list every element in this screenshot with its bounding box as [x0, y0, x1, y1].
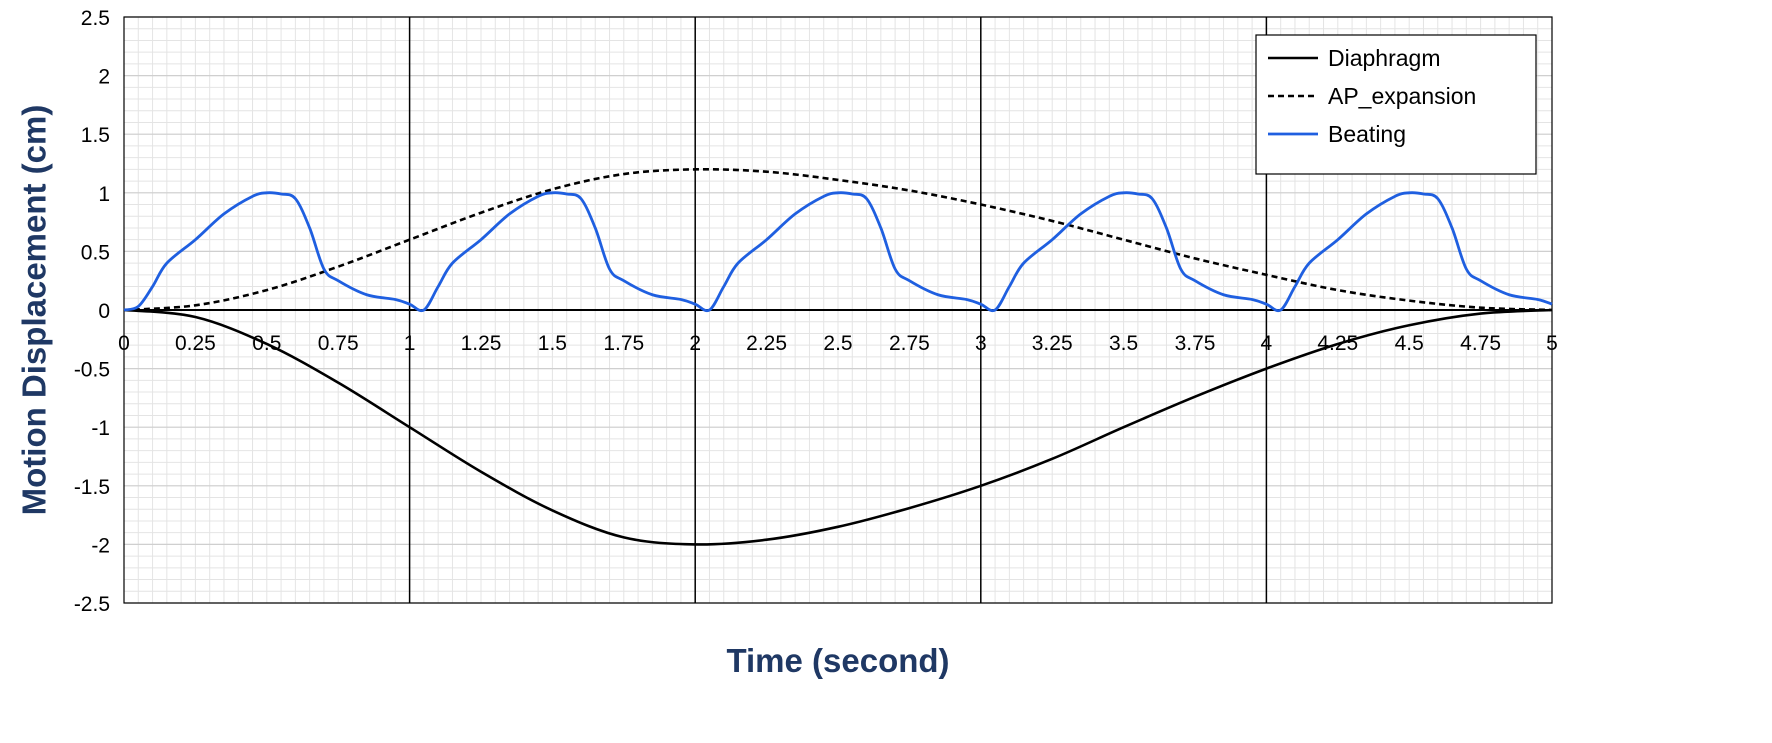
y-axis-title: Motion Displacement (cm)	[16, 105, 53, 516]
x-tick-label: 1	[404, 332, 416, 355]
x-tick-label: 3.75	[1175, 332, 1216, 355]
y-tick-label: 1.5	[81, 124, 110, 147]
x-tick-label: 0.25	[175, 332, 216, 355]
y-tick-label: -2	[91, 534, 110, 557]
x-tick-label: 0.5	[252, 332, 281, 355]
legend-label-diaphragm: Diaphragm	[1328, 45, 1441, 71]
x-tick-label: 1.25	[461, 332, 502, 355]
x-tick-label: 2.75	[889, 332, 930, 355]
x-tick-label: 2.5	[823, 332, 852, 355]
y-tick-label: 0.5	[81, 241, 110, 264]
y-tick-label: -2.5	[74, 593, 110, 616]
x-tick-labels: 0 0.25 0.5 0.75 1 1.25 1.5 1.75 2 2.25 2.5 2.75 3 3.2…	[118, 332, 1558, 355]
x-tick-label: 3	[975, 332, 987, 355]
y-tick-label: 2.5	[81, 7, 110, 30]
x-tick-label: 0	[118, 332, 130, 355]
y-tick-label: -0.5	[74, 359, 110, 382]
x-tick-label: 4.75	[1460, 332, 1501, 355]
x-tick-label: 0.75	[318, 332, 359, 355]
y-tick-label: 0	[98, 300, 110, 323]
series-line-ap-expansion	[123, 167, 1553, 312]
x-tick-label: 3.5	[1109, 332, 1138, 355]
x-tick-label: 2.25	[746, 332, 787, 355]
y-tick-label: -1.5	[74, 476, 110, 499]
y-tick-label: 1	[98, 183, 110, 206]
y-tick-label: 2	[98, 66, 110, 89]
x-tick-label: 1.5	[538, 332, 567, 355]
legend: Diaphragm AP_expansion Beating	[1255, 34, 1537, 175]
x-tick-label: 2	[689, 332, 701, 355]
y-tick-labels: 2.5 2 1.5 1 0.5 0 -0.5 -1 -1.5 -2 -2.5	[74, 7, 110, 616]
series-line-diaphragm	[123, 308, 1553, 546]
series-layer	[123, 167, 1553, 546]
x-tick-label: 5	[1546, 332, 1558, 355]
series-line-beating	[123, 191, 1553, 313]
legend-label-ap-expansion: AP_expansion	[1328, 83, 1476, 109]
x-tick-label: 4	[1261, 332, 1273, 355]
x-tick-label: 4.5	[1395, 332, 1424, 355]
y-tick-label: -1	[91, 417, 110, 440]
x-tick-label: 4.25	[1317, 332, 1358, 355]
legend-label-beating: Beating	[1328, 121, 1406, 147]
x-tick-label: 1.75	[603, 332, 644, 355]
x-axis-title: Time (second)	[726, 642, 949, 679]
x-tick-label: 3.25	[1032, 332, 1073, 355]
